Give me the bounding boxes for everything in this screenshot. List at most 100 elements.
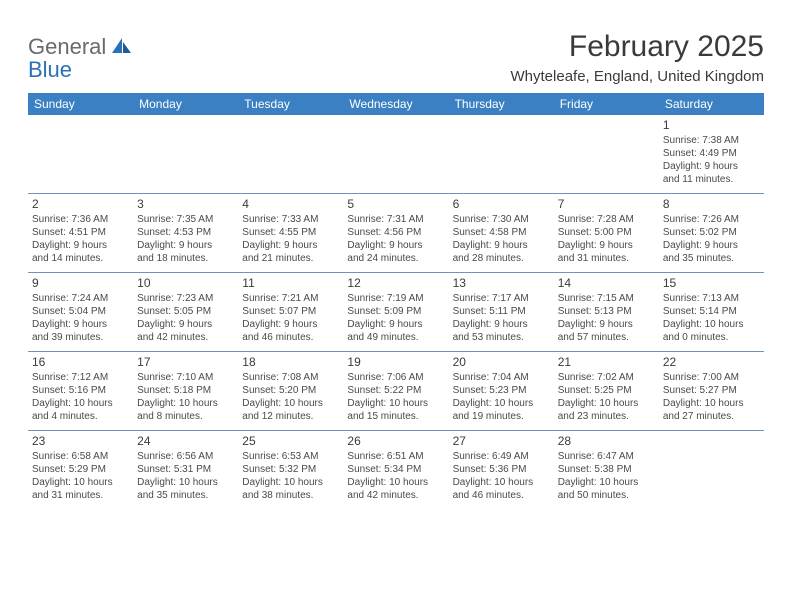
calendar: Sunday Monday Tuesday Wednesday Thursday… <box>28 93 764 509</box>
day-dl1: Daylight: 10 hours <box>137 477 234 490</box>
day-sr: Sunrise: 7:21 AM <box>242 293 339 306</box>
day-number: 3 <box>137 197 234 212</box>
day-number: 15 <box>663 276 760 291</box>
week-row: 2Sunrise: 7:36 AMSunset: 4:51 PMDaylight… <box>28 193 764 272</box>
day-sr: Sunrise: 7:08 AM <box>242 372 339 385</box>
day-sr: Sunrise: 7:31 AM <box>347 214 444 227</box>
day-dl1: Daylight: 9 hours <box>558 319 655 332</box>
day-number: 6 <box>453 197 550 212</box>
day-cell: 24 Sunrise: 6:56 AMSunset: 5:31 PMDayligh… <box>133 431 238 509</box>
day-number: 20 <box>453 355 550 370</box>
day-cell: 10Sunrise: 7:23 AMSunset: 5:05 PMDayligh… <box>133 273 238 351</box>
day-dl1: Daylight: 10 hours <box>32 477 129 490</box>
header: General Blue February 2025 Whyteleafe, E… <box>28 30 764 85</box>
day-ss: Sunset: 5:31 PM <box>137 464 234 477</box>
day-dl2: and 28 minutes. <box>453 253 550 266</box>
day-ss: Sunset: 5:23 PM <box>453 385 550 398</box>
day-sr: Sunrise: 6:51 AM <box>347 451 444 464</box>
day-sr: Sunrise: 7:19 AM <box>347 293 444 306</box>
day-dl1: Daylight: 9 hours <box>453 240 550 253</box>
day-ss: Sunset: 5:36 PM <box>453 464 550 477</box>
day-sr: Sunrise: 7:38 AM <box>663 135 760 148</box>
day-header-row: Sunday Monday Tuesday Wednesday Thursday… <box>28 93 764 115</box>
day-ss: Sunset: 4:56 PM <box>347 227 444 240</box>
day-header-thursday: Thursday <box>449 93 554 115</box>
day-number: 16 <box>32 355 129 370</box>
day-dl2: and 19 minutes. <box>453 411 550 424</box>
day-dl1: Daylight: 10 hours <box>558 477 655 490</box>
day-cell: 11Sunrise: 7:21 AMSunset: 5:07 PMDayligh… <box>238 273 343 351</box>
day-dl1: Daylight: 9 hours <box>242 319 339 332</box>
day-number: 24 <box>137 434 234 449</box>
day-sr: Sunrise: 7:15 AM <box>558 293 655 306</box>
day-dl1: Daylight: 9 hours <box>137 240 234 253</box>
day-dl1: Daylight: 10 hours <box>453 477 550 490</box>
day-dl2: and 46 minutes. <box>453 490 550 503</box>
day-sr: Sunrise: 7:33 AM <box>242 214 339 227</box>
day-dl1: Daylight: 10 hours <box>242 477 339 490</box>
day-sr: Sunrise: 7:10 AM <box>137 372 234 385</box>
day-sr: Sunrise: 7:30 AM <box>453 214 550 227</box>
day-dl2: and 27 minutes. <box>663 411 760 424</box>
day-cell: 5Sunrise: 7:31 AMSunset: 4:56 PMDaylight… <box>343 194 448 272</box>
week-row: 1Sunrise: 7:38 AMSunset: 4:49 PMDaylight… <box>28 115 764 193</box>
day-number: 13 <box>453 276 550 291</box>
day-cell: 3Sunrise: 7:35 AMSunset: 4:53 PMDaylight… <box>133 194 238 272</box>
day-sr: Sunrise: 7:02 AM <box>558 372 655 385</box>
day-cell: 25 Sunrise: 6:53 AMSunset: 5:32 PMDayligh… <box>238 431 343 509</box>
day-dl2: and 18 minutes. <box>137 253 234 266</box>
logo: General Blue <box>28 30 133 82</box>
day-cell <box>28 115 133 193</box>
day-dl2: and 12 minutes. <box>242 411 339 424</box>
day-dl1: Daylight: 9 hours <box>347 240 444 253</box>
day-dl2: and 49 minutes. <box>347 332 444 345</box>
day-cell: 19Sunrise: 7:06 AMSunset: 5:22 PMDayligh… <box>343 352 448 430</box>
day-cell: 18Sunrise: 7:08 AMSunset: 5:20 PMDayligh… <box>238 352 343 430</box>
day-dl2: and 15 minutes. <box>347 411 444 424</box>
day-cell <box>133 115 238 193</box>
day-number: 21 <box>558 355 655 370</box>
day-dl2: and 0 minutes. <box>663 332 760 345</box>
day-dl1: Daylight: 10 hours <box>347 398 444 411</box>
day-dl1: Daylight: 9 hours <box>558 240 655 253</box>
day-dl2: and 35 minutes. <box>663 253 760 266</box>
day-cell: 6Sunrise: 7:30 AMSunset: 4:58 PMDaylight… <box>449 194 554 272</box>
day-cell: 23Sunrise: 6:58 AMSunset: 5:29 PMDayligh… <box>28 431 133 509</box>
logo-text-blue: Blue <box>28 57 72 82</box>
day-sr: Sunrise: 6:53 AM <box>242 451 339 464</box>
day-number: 19 <box>347 355 444 370</box>
day-cell: 26Sunrise: 6:51 AMSunset: 5:34 PMDayligh… <box>343 431 448 509</box>
day-cell: 21Sunrise: 7:02 AMSunset: 5:25 PMDayligh… <box>554 352 659 430</box>
day-number: 10 <box>137 276 234 291</box>
day-number: 18 <box>242 355 339 370</box>
day-number: 2 <box>32 197 129 212</box>
day-ss: Sunset: 5:20 PM <box>242 385 339 398</box>
day-sr: Sunrise: 7:28 AM <box>558 214 655 227</box>
day-sr: Sunrise: 7:00 AM <box>663 372 760 385</box>
day-header-sunday: Sunday <box>28 93 133 115</box>
day-cell: 28Sunrise: 6:47 AMSunset: 5:38 PMDayligh… <box>554 431 659 509</box>
day-dl1: Daylight: 9 hours <box>32 319 129 332</box>
day-dl2: and 35 minutes. <box>137 490 234 503</box>
day-ss: Sunset: 5:32 PM <box>242 464 339 477</box>
day-ss: Sunset: 5:34 PM <box>347 464 444 477</box>
day-dl1: Daylight: 10 hours <box>137 398 234 411</box>
day-sr: Sunrise: 7:13 AM <box>663 293 760 306</box>
day-dl2: and 39 minutes. <box>32 332 129 345</box>
day-number: 1 <box>663 118 760 133</box>
day-ss: Sunset: 4:49 PM <box>663 148 760 161</box>
day-number: 12 <box>347 276 444 291</box>
day-ss: Sunset: 5:29 PM <box>32 464 129 477</box>
day-ss: Sunset: 4:53 PM <box>137 227 234 240</box>
day-number: 25 <box>242 434 339 449</box>
day-dl2: and 8 minutes. <box>137 411 234 424</box>
day-header-monday: Monday <box>133 93 238 115</box>
day-sr: Sunrise: 6:56 AM <box>137 451 234 464</box>
day-cell: 7Sunrise: 7:28 AMSunset: 5:00 PMDaylight… <box>554 194 659 272</box>
day-cell <box>659 431 764 509</box>
week-row: 9Sunrise: 7:24 AMSunset: 5:04 PMDaylight… <box>28 272 764 351</box>
day-ss: Sunset: 4:55 PM <box>242 227 339 240</box>
day-sr: Sunrise: 7:36 AM <box>32 214 129 227</box>
logo-text-general: General <box>28 34 106 59</box>
day-number: 9 <box>32 276 129 291</box>
